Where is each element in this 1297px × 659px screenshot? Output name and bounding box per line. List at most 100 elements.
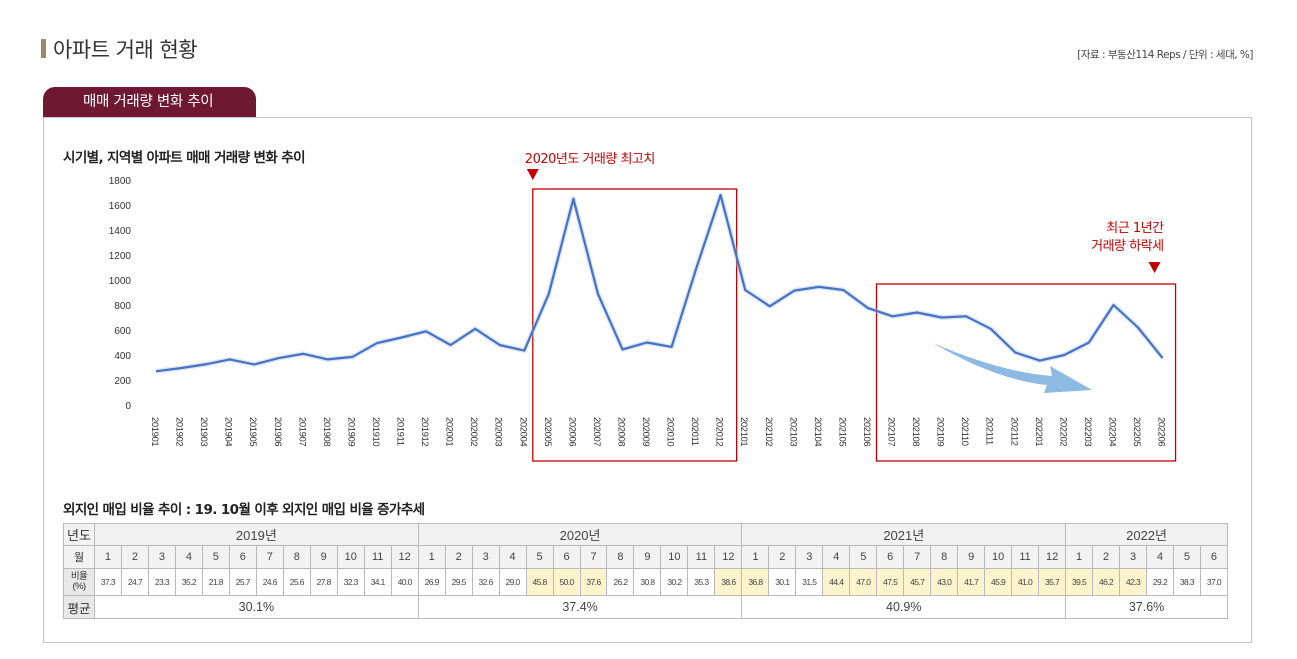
- month-cell: 6: [1199, 545, 1229, 569]
- y-tick-label: 0: [125, 401, 131, 412]
- x-tick-label: 201910: [370, 417, 381, 446]
- ratio-cell: 41.7: [957, 568, 986, 596]
- ratio-cell: 25.7: [228, 568, 257, 596]
- x-tick-label: 201907: [296, 417, 307, 446]
- x-tick-label: 202110: [959, 417, 970, 446]
- month-cell: 5: [201, 545, 230, 569]
- x-tick-label: 202105: [836, 417, 847, 446]
- ratio-cell: 26.2: [606, 568, 635, 596]
- y-tick-label: 600: [114, 326, 131, 337]
- ratio-cell: 35.2: [174, 568, 203, 596]
- x-tick-label: 202109: [935, 417, 946, 446]
- ratio-row: 비율 (%) 37.3 24.7 23.3 35.2 21.8 25.7 24.6 25.6 2…: [63, 568, 1229, 596]
- x-tick-label: 202104: [812, 417, 823, 446]
- x-tick-label: 201901: [149, 417, 160, 446]
- month-cell: 9: [309, 545, 338, 569]
- title-accent-bar: [41, 39, 46, 58]
- chart-title: 시기별, 지역별 아파트 매매 거래량 변화 추이: [63, 150, 305, 166]
- x-tick-label: 202103: [787, 417, 798, 446]
- highlight-box-2020: [532, 188, 738, 462]
- downtrend-arrow: [933, 343, 1092, 393]
- month-cell: 5: [525, 545, 554, 569]
- average-cell: 37.4%: [417, 595, 743, 619]
- ratio-cell: 31.5: [795, 568, 824, 596]
- x-tick-label: 202002: [468, 417, 479, 446]
- month-cell: 2: [1092, 545, 1121, 569]
- x-tick-label: 202112: [1008, 417, 1019, 446]
- month-cell: 8: [930, 545, 959, 569]
- page-title: 아파트 거래 현황: [53, 38, 198, 62]
- ratio-cell: 47.5: [876, 568, 905, 596]
- chart-panel: [43, 117, 1252, 643]
- ratio-cell: 38.3: [1172, 568, 1201, 596]
- marker-down-triangle: [526, 169, 539, 180]
- ratio-cell: 47.0: [849, 568, 878, 596]
- month-cell: 9: [633, 545, 662, 569]
- ratio-cell: 30.8: [633, 568, 662, 596]
- x-tick-label: 202012: [714, 417, 725, 446]
- month-cell: 3: [147, 545, 176, 569]
- y-tick-label: 200: [114, 376, 131, 387]
- row-label-average: 평균: [63, 595, 95, 619]
- x-tick-label: 202201: [1033, 417, 1044, 446]
- month-cell: 1: [417, 545, 446, 569]
- month-cell: 11: [363, 545, 392, 569]
- average-row: 평균 30.1% 37.4% 40.9% 37.6%: [63, 595, 1228, 619]
- ratio-cell: 50.0: [552, 568, 581, 596]
- x-tick-label: 202011: [689, 417, 700, 446]
- ratio-cell: 38.6: [714, 568, 743, 596]
- ratio-cell: 32.6: [471, 568, 500, 596]
- x-tick-label: 202006: [566, 417, 577, 446]
- tab-trade-volume-trend[interactable]: 매매 거래량 변화 추이: [43, 87, 256, 118]
- average-cell: 30.1%: [94, 595, 419, 619]
- ratio-cell: 25.6: [282, 568, 311, 596]
- ratio-cell: 24.6: [255, 568, 284, 596]
- ratio-cell: 32.3: [336, 568, 365, 596]
- x-tick-label: 201906: [272, 417, 283, 446]
- ratio-cell: 40.0: [390, 568, 419, 596]
- ratio-cell: 37.6: [579, 568, 608, 596]
- month-cell: 7: [255, 545, 284, 569]
- y-tick-label: 1000: [109, 276, 132, 287]
- x-tick-label: 202111: [984, 417, 995, 445]
- month-cell: 2: [444, 545, 473, 569]
- month-cell: 5: [1172, 545, 1201, 569]
- y-tick-label: 1200: [109, 251, 132, 262]
- x-tick-label: 202203: [1082, 417, 1093, 446]
- ratio-cell: 23.3: [147, 568, 176, 596]
- ratio-cell: 30.2: [660, 568, 689, 596]
- month-cell: 3: [1119, 545, 1148, 569]
- ratio-cell: 46.2: [1092, 568, 1121, 596]
- month-cell: 12: [714, 545, 743, 569]
- year-header: 2020년: [417, 523, 743, 546]
- ratio-cell: 27.8: [309, 568, 338, 596]
- ratio-cell: 45.8: [525, 568, 554, 596]
- series-line: [155, 193, 1164, 373]
- ratio-cell: 39.5: [1065, 568, 1094, 596]
- ratio-cell: 45.9: [984, 568, 1013, 596]
- y-tick-label: 800: [114, 301, 131, 312]
- ratio-cell: 34.1: [363, 568, 392, 596]
- x-tick-label: 201911: [395, 417, 406, 446]
- ratio-cell: 30.1: [768, 568, 797, 596]
- y-axis: 0 200 400 600 800 1000 1200 1400 1600 1800: [109, 176, 132, 412]
- source-note: [자료 : 부동산114 Reps / 단위 : 세대, %]: [1077, 49, 1253, 61]
- row-label-month: 월: [63, 545, 95, 569]
- month-cell: 3: [471, 545, 500, 569]
- annotation-recent-decline: 거래량 하락세: [1091, 239, 1163, 254]
- ratio-cell: 37.3: [94, 568, 122, 596]
- month-cell: 1: [1065, 545, 1094, 569]
- trend-arrow-shape: [933, 343, 1092, 393]
- x-tick-label: 201909: [345, 417, 356, 446]
- y-tick-label: 400: [114, 351, 131, 362]
- average-cell: 40.9%: [741, 595, 1067, 619]
- month-cell: 6: [228, 545, 257, 569]
- x-tick-label: 202206: [1156, 417, 1167, 446]
- month-cell: 4: [822, 545, 851, 569]
- foreign-buyer-ratio-table: 년도 2019년 2020년 2021년 2022년 월 1 2 3 4 5 6 7 8 9 10 11 1…: [63, 523, 1229, 619]
- year-header: 2021년: [741, 523, 1067, 546]
- month-cell: 9: [957, 545, 986, 569]
- year-header: 2022년: [1065, 523, 1228, 546]
- month-cell: 3: [795, 545, 824, 569]
